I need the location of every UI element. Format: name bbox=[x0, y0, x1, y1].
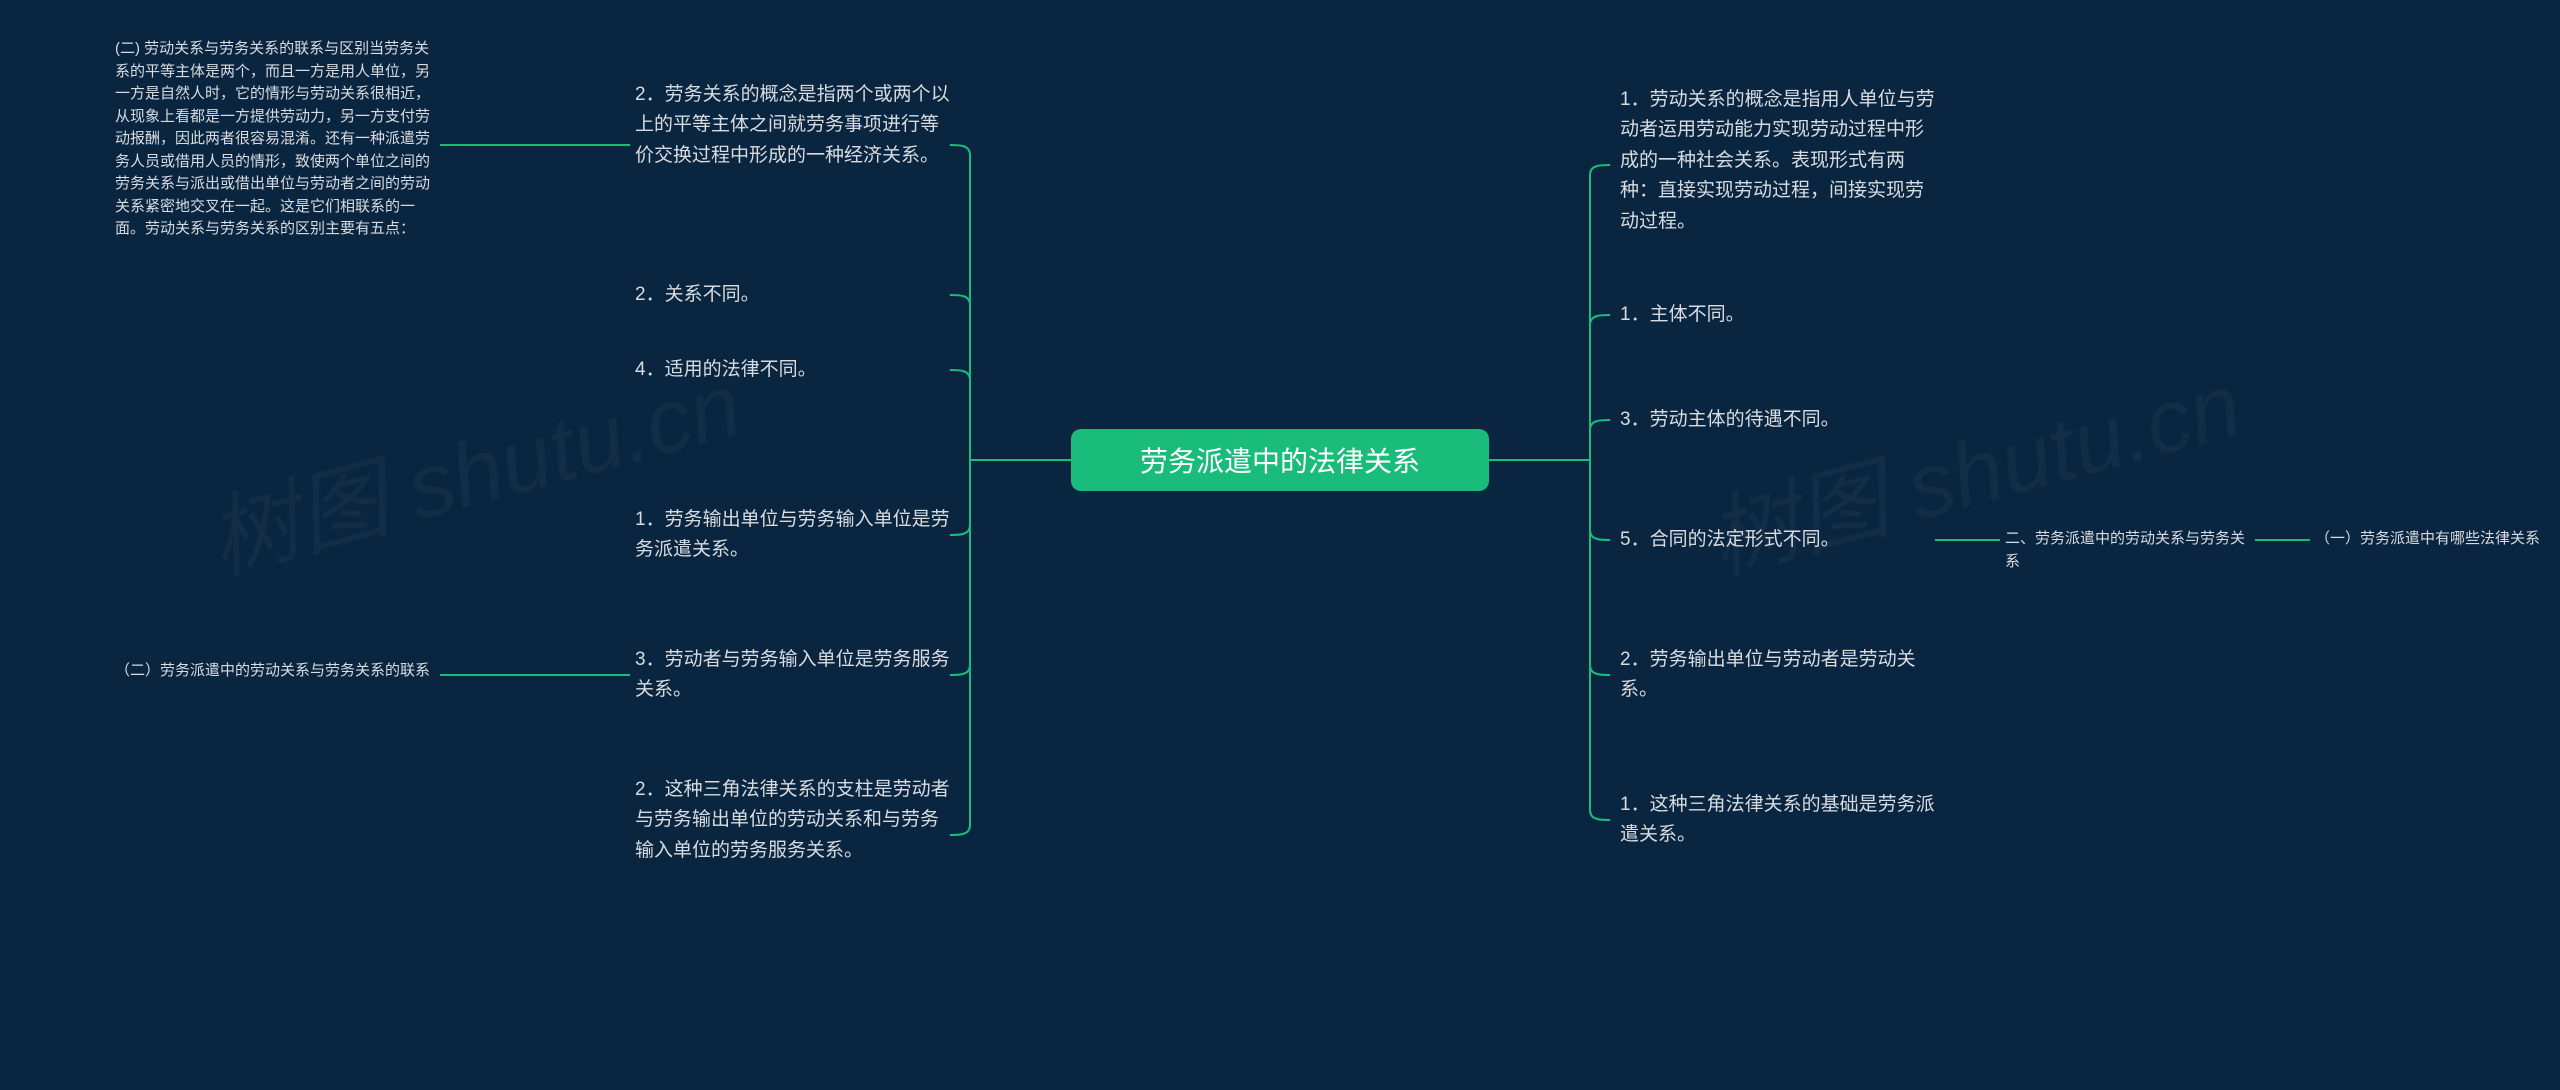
right-node-4: 5．合同的法定形式不同。 bbox=[1620, 525, 1940, 555]
right-node-2: 1．主体不同。 bbox=[1620, 300, 1940, 330]
left-node-5: 3．劳动者与劳务输入单位是劳务服务关系。 bbox=[635, 645, 955, 706]
left-sub-1: (二) 劳动关系与劳务关系的联系与区别当劳务关系的平等主体是两个，而且一方是用人… bbox=[115, 38, 430, 241]
right-node-5: 2．劳务输出单位与劳动者是劳动关系。 bbox=[1620, 645, 1940, 706]
right-node-3: 3．劳动主体的待遇不同。 bbox=[1620, 405, 1940, 435]
center-node: 劳务派遣中的法律关系 bbox=[1071, 429, 1489, 491]
left-node-4: 1．劳务输出单位与劳务输入单位是劳务派遣关系。 bbox=[635, 505, 955, 566]
left-sub-2: （二）劳务派遣中的劳动关系与劳务关系的联系 bbox=[115, 660, 435, 683]
right-sub-1: 二、劳务派遣中的劳动关系与劳务关系 bbox=[2005, 528, 2255, 573]
center-text: 劳务派遣中的法律关系 bbox=[1140, 440, 1420, 480]
left-node-6: 2．这种三角法律关系的支柱是劳动者与劳务输出单位的劳动关系和与劳务输入单位的劳务… bbox=[635, 775, 955, 866]
right-sub-2: （一）劳务派遣中有哪些法律关系 bbox=[2315, 528, 2545, 551]
left-node-2: 2．关系不同。 bbox=[635, 280, 955, 310]
left-node-3: 4．适用的法律不同。 bbox=[635, 355, 955, 385]
left-node-1: 2．劳务关系的概念是指两个或两个以上的平等主体之间就劳务事项进行等价交换过程中形… bbox=[635, 80, 955, 171]
right-node-1: 1．劳动关系的概念是指用人单位与劳动者运用劳动能力实现劳动过程中形成的一种社会关… bbox=[1620, 85, 1940, 237]
right-node-6: 1．这种三角法律关系的基础是劳务派遣关系。 bbox=[1620, 790, 1940, 851]
